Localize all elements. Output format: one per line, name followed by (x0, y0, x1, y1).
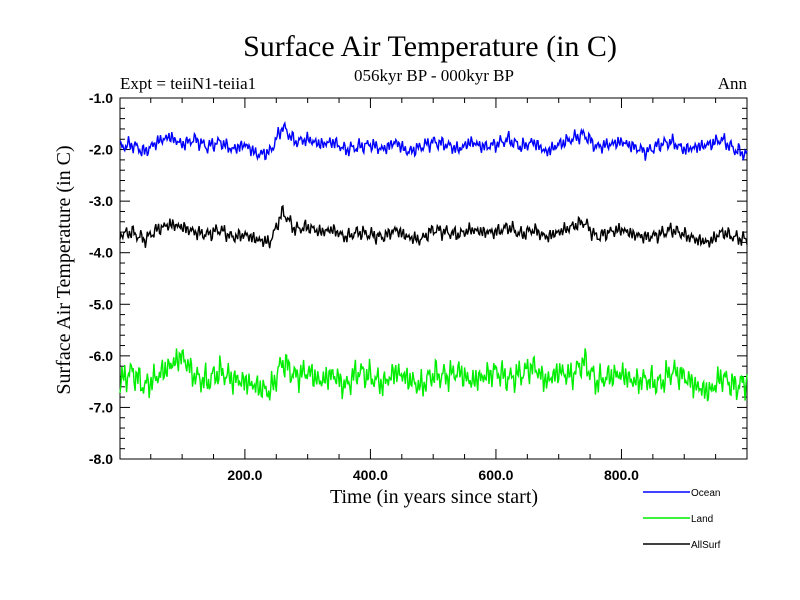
y-tick-label: -3.0 (89, 193, 113, 209)
x-axis-label: Time (in years since start) (330, 486, 538, 508)
series-line-allsurf (119, 204, 748, 249)
chart-title: Surface Air Temperature (in C) (243, 30, 617, 63)
y-tick-label: -7.0 (89, 399, 113, 415)
legend-label-allsurf: AllSurf (691, 540, 721, 551)
legend: Ocean Land AllSurf (643, 488, 721, 551)
series-line-land (119, 348, 748, 402)
plot-area (119, 97, 748, 460)
y-tick-label: -2.0 (89, 142, 113, 158)
legend-label-ocean: Ocean (691, 488, 720, 499)
experiment-label: Expt = teiiN1-teiia1 (120, 74, 256, 93)
y-tick-label: -5.0 (89, 296, 113, 312)
x-tick-labels: 200.0 400.0 600.0 800.0 (227, 467, 639, 483)
x-tick-label: 800.0 (604, 467, 639, 483)
series-line-ocean (119, 121, 748, 162)
x-tick-label: 200.0 (227, 467, 262, 483)
chart-subtitle: 056kyr BP - 000kyr BP (354, 66, 514, 85)
legend-label-land: Land (691, 514, 713, 525)
axis-ticks (120, 97, 747, 460)
y-tick-label: -6.0 (89, 348, 113, 364)
x-tick-label: 600.0 (478, 467, 513, 483)
series-lines (119, 121, 748, 402)
y-axis-label: Surface Air Temperature (in C) (53, 145, 75, 394)
y-tick-label: -1.0 (89, 90, 113, 106)
season-label: Ann (718, 74, 748, 93)
y-tick-labels: -1.0 -2.0 -3.0 -4.0 -5.0 -6.0 -7.0 -8.0 (89, 90, 113, 467)
y-tick-label: -8.0 (89, 451, 113, 467)
y-tick-label: -4.0 (89, 245, 113, 261)
x-tick-label: 400.0 (353, 467, 388, 483)
